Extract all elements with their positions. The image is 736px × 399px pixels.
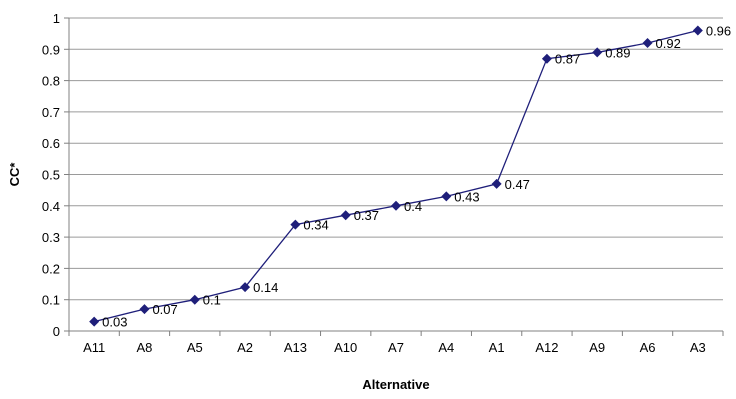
gridlines	[69, 17, 723, 301]
x-tick-label: A12	[535, 340, 558, 355]
data-label: 0.1	[203, 293, 221, 308]
x-tick-label: A8	[137, 340, 153, 355]
data-point-marker	[541, 53, 552, 64]
x-tick-label: A6	[640, 340, 656, 355]
y-tick-label: 0.2	[42, 261, 60, 276]
data-label: 0.03	[102, 315, 127, 330]
y-tick-label: 1	[53, 11, 60, 26]
x-tick-label: A1	[489, 340, 505, 355]
y-axis-title: CC*	[7, 162, 22, 187]
data-point-marker	[290, 219, 301, 230]
x-tick-label: A9	[589, 340, 605, 355]
data-label: 0.87	[555, 52, 580, 67]
data-point-marker	[692, 25, 703, 36]
x-tick-label: A2	[237, 340, 253, 355]
y-tick-label: 0	[53, 324, 60, 339]
x-tick-label: A5	[187, 340, 203, 355]
data-label: 0.89	[605, 45, 630, 60]
data-point-marker	[642, 38, 653, 49]
y-tick-label: 0.6	[42, 136, 60, 151]
data-point-marker	[240, 282, 251, 293]
data-label: 0.14	[253, 280, 278, 295]
data-label: 0.92	[656, 36, 681, 51]
y-tick-label: 0.4	[42, 199, 60, 214]
x-tick-label: A13	[284, 340, 307, 355]
x-tick-label: A10	[334, 340, 357, 355]
x-tick-label: A3	[690, 340, 706, 355]
data-point-marker	[441, 191, 452, 202]
series-line	[93, 29, 699, 323]
data-label: 0.4	[404, 199, 422, 214]
x-tick-label: A4	[438, 340, 454, 355]
series-group	[89, 25, 703, 327]
y-tick-label: 0.1	[42, 293, 60, 308]
y-tick-label: 0.3	[42, 230, 60, 245]
x-tick-label: A11	[83, 340, 105, 355]
y-tick-label: 0.9	[42, 42, 60, 57]
y-axis-ticks: 0 0.1 0.2 0.3 0.4 0.5 0.6 0.7 0.8 0.9 1	[42, 11, 69, 339]
data-point-marker	[592, 47, 603, 58]
data-point-marker	[340, 210, 351, 221]
data-point-marker	[89, 316, 100, 327]
y-tick-label: 0.8	[42, 74, 60, 89]
x-tick-label: A7	[388, 340, 404, 355]
data-point-marker	[491, 178, 502, 189]
data-point-marker	[189, 294, 200, 305]
data-label: 0.37	[354, 208, 379, 223]
data-labels: 0.03 0.07 0.1 0.14 0.34 0.37 0.4 0.43 0.47 0.87 0.…	[102, 24, 731, 330]
data-label: 0.34	[303, 218, 328, 233]
x-axis-ticks: A11 A8 A5 A2 A13 A10 A7 A4 A1 A12 A9 A6 A3	[68, 331, 724, 355]
data-label: 0.96	[706, 24, 731, 39]
data-label: 0.07	[152, 302, 177, 317]
x-axis-title: Alternative	[362, 377, 429, 392]
data-label: 0.43	[454, 189, 479, 204]
data-point-marker	[139, 304, 150, 315]
data-label: 0.47	[505, 177, 530, 192]
data-point-marker	[391, 200, 401, 211]
y-tick-label: 0.5	[42, 168, 60, 183]
y-tick-label: 0.7	[42, 105, 60, 120]
